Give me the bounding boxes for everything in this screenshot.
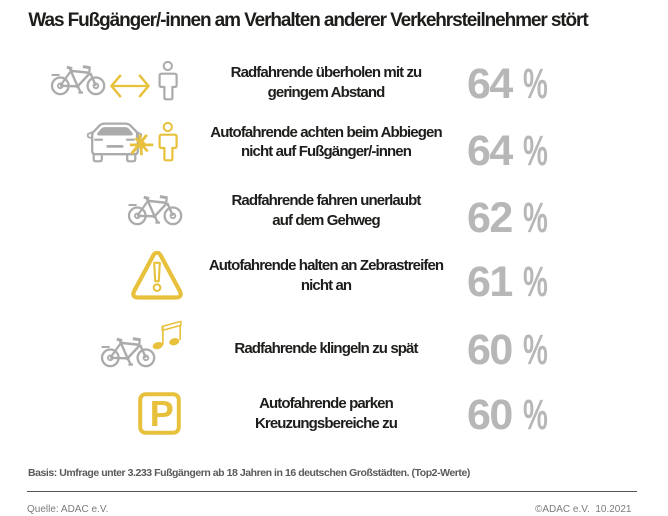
svg-text:P: P	[150, 393, 174, 434]
